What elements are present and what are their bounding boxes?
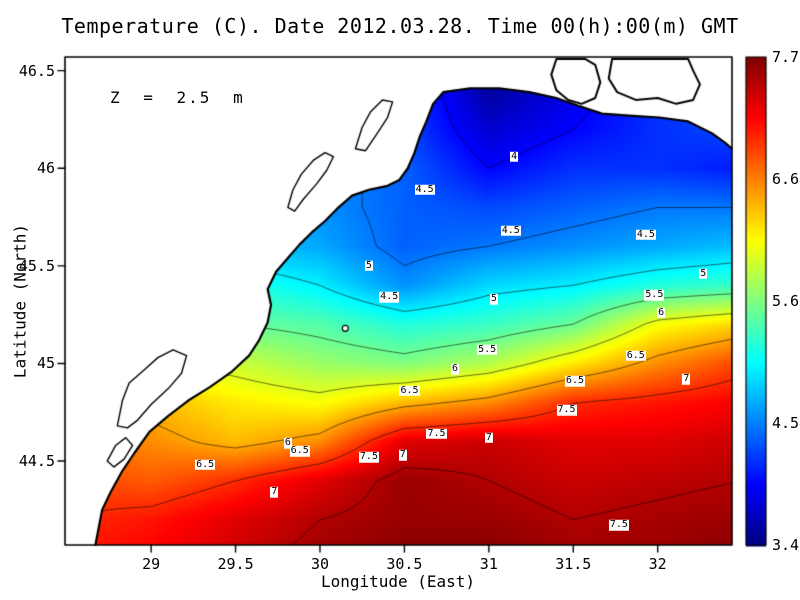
- contour-label: 4: [510, 150, 519, 162]
- y-tick-label: 46: [36, 159, 55, 178]
- contour-label: 7: [682, 372, 691, 385]
- contour-label: 6: [657, 306, 666, 318]
- contour-label: 6.5: [564, 374, 585, 387]
- y-tick-label: 45: [36, 354, 55, 373]
- contour-label: 6.5: [195, 458, 216, 471]
- contour-label: 7: [484, 431, 493, 443]
- colorbar-label: 6.69: [772, 170, 800, 188]
- x-tick-label: 30: [310, 555, 329, 573]
- contour-label: 7.5: [358, 450, 379, 463]
- contour-label: 5: [699, 267, 708, 279]
- y-axis-label: Latitude (North): [10, 223, 30, 379]
- x-tick-label: 31.5: [555, 555, 592, 573]
- contour-label: 6.5: [625, 349, 646, 361]
- contour-label: 5.5: [644, 288, 665, 301]
- y-tick-label: 44.5: [18, 452, 55, 471]
- contour-label: 7: [270, 486, 279, 498]
- colorbar-label: 7.71: [772, 48, 800, 66]
- y-tick-label: 46.5: [18, 61, 55, 80]
- colorbar-label: 5.61: [772, 292, 800, 310]
- depth-annotation: Z = 2.5 m: [110, 88, 245, 107]
- contour-label: 6: [451, 363, 460, 375]
- contour-label: 5: [489, 292, 498, 305]
- y-tick-label: 45.5: [18, 256, 55, 275]
- x-tick-label: 31: [479, 555, 498, 573]
- colorbar-label: 3.47: [772, 536, 800, 554]
- contour-label: 7.5: [608, 519, 629, 531]
- contour-label: 6.5: [399, 384, 420, 397]
- contour-label: 4.5: [379, 290, 400, 303]
- contour-label: 5.5: [477, 343, 498, 356]
- contour-label: 4.5: [414, 183, 435, 195]
- x-tick-label: 32: [648, 555, 667, 573]
- contour-label: 4.5: [500, 224, 521, 236]
- contour-label: 7: [398, 448, 407, 461]
- contour-label: 5: [364, 259, 373, 272]
- contour-label: 7.5: [556, 404, 577, 416]
- contour-label: 6.5: [289, 445, 310, 457]
- contour-label: 7.5: [426, 427, 447, 439]
- contour-label: 4.5: [635, 228, 656, 240]
- x-tick-label: 30.5: [386, 555, 423, 573]
- colorbar-label: 4.54: [772, 414, 800, 432]
- chart-title: Temperature (C). Date 2012.03.28. Time 0…: [61, 14, 739, 38]
- x-tick-label: 29.5: [217, 555, 254, 573]
- contour-label: 6: [283, 437, 292, 449]
- x-tick-label: 29: [142, 555, 161, 573]
- x-axis-label: Longitude (East): [320, 572, 476, 591]
